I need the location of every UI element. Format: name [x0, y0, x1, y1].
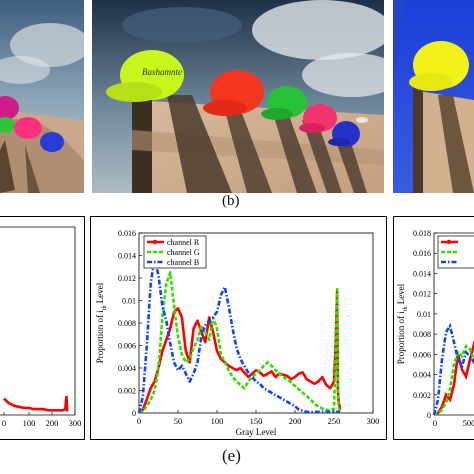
- y-tick-label: 0: [427, 411, 431, 420]
- y-tick-label: 0.006: [118, 342, 136, 351]
- series-line-3: [432, 322, 474, 416]
- photo-right: [393, 0, 474, 193]
- legend-label-3: channel B: [167, 258, 199, 267]
- x-tick-label: 0: [137, 416, 141, 426]
- legend-marker: [152, 239, 158, 245]
- series-line-1: [138, 290, 342, 414]
- chart-panel-center: 0 0.002 0.004 0.006 0.008 0.01 0.012 0.014 0.016…: [90, 216, 387, 440]
- series-line-1: [433, 340, 474, 417]
- photo-center-image: Bashamnte: [92, 0, 384, 193]
- x-tick-label: 300: [367, 416, 380, 426]
- y-tick-label: 0.012: [118, 274, 136, 283]
- x-tick-label: 150: [250, 416, 263, 426]
- chart-right-svg: 0 0.002 0.004 0.006 0.008 0.01 0.012 0.014 0.016…: [396, 229, 474, 428]
- photo-center: Bashamnte: [92, 0, 384, 193]
- x-tick-label: 0: [2, 418, 6, 428]
- x-tick-label: 100: [23, 418, 36, 428]
- y-tick-label: 0: [132, 409, 136, 418]
- legend-label-1: channel R: [167, 238, 200, 247]
- y-tick-label: 0.016: [413, 249, 431, 258]
- y-tick-label: 0.01: [122, 297, 136, 306]
- series-line-2: [138, 271, 342, 415]
- x-tick-label: 200: [46, 418, 59, 428]
- y-tick-label: 0.004: [413, 371, 431, 380]
- legend-marker: [446, 239, 452, 245]
- y-tick-label: 0.006: [413, 350, 431, 359]
- y-axis-label: Proportion of ith Level: [396, 283, 409, 364]
- y-tick-label: 0.01: [417, 310, 431, 319]
- photo-right-image: [393, 0, 474, 193]
- y-tick-label: 0.012: [413, 290, 431, 299]
- x-tick-label: 100: [211, 416, 224, 426]
- y-tick-label: 0.016: [118, 229, 136, 238]
- caption-b: (b): [222, 193, 240, 209]
- x-tick-label: 500: [463, 418, 474, 428]
- photo-left: [0, 0, 84, 193]
- y-tick-label: 0.008: [413, 330, 431, 339]
- x-tick-label: 50: [174, 416, 183, 426]
- y-tick-label: 0.002: [118, 387, 136, 396]
- x-tick-label: 250: [328, 416, 341, 426]
- x-tick-label: 200: [289, 416, 302, 426]
- hat-logo-text: Bashamnte: [142, 67, 182, 77]
- y-tick-label: 0.014: [413, 269, 431, 278]
- series-line-1: [3, 396, 69, 412]
- y-tick-label: 0.018: [413, 229, 431, 238]
- y-axis-label: Proportion of ith Level: [95, 282, 108, 363]
- chart-center-svg: 0 0.002 0.004 0.006 0.008 0.01 0.012 0.014 0.016…: [95, 229, 380, 437]
- chart-panel-left: 0 100 200 300: [0, 216, 85, 440]
- caption-e: (e): [222, 446, 241, 465]
- chart-panel-right: 0 0.002 0.004 0.006 0.008 0.01 0.012 0.014 0.016…: [393, 216, 474, 440]
- chart-left-svg: 0 100 200 300: [0, 226, 82, 428]
- y-tick-label: 0.002: [413, 391, 431, 400]
- series-line-3: [137, 256, 341, 414]
- y-tick-label: 0.008: [118, 319, 136, 328]
- y-tick-label: 0.004: [118, 364, 136, 373]
- y-tick-label: 0.014: [118, 252, 136, 261]
- x-axis-label: Gray Level: [236, 427, 277, 437]
- x-tick-label: 0: [433, 418, 437, 428]
- legend-label-2: channel G: [167, 248, 200, 257]
- x-tick-label: 300: [69, 418, 82, 428]
- photo-left-image: [0, 0, 84, 193]
- series-line-2: [433, 344, 474, 417]
